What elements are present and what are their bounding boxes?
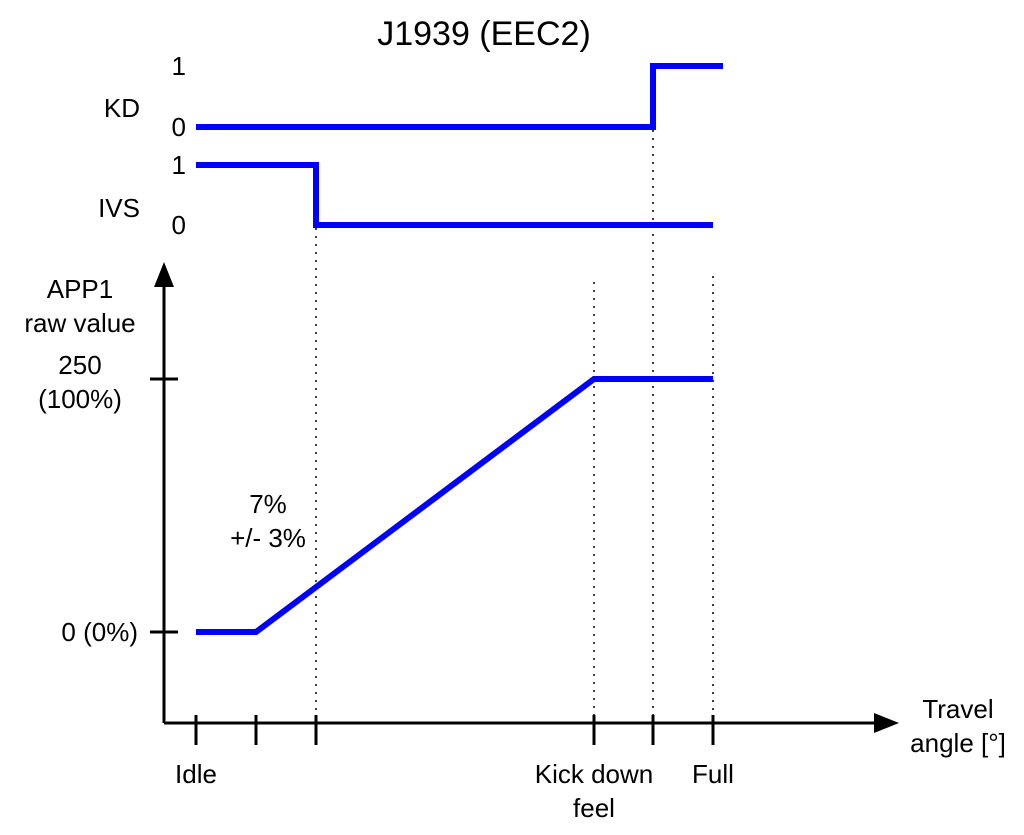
guide-lines [315,130,714,715]
annotation-label: 7% +/- 3% [230,489,306,553]
series-name-label-line: IVS [98,193,140,223]
y-axis-label-line: APP1 [47,274,114,304]
series-line-ivs [196,162,713,228]
series-name-label: IVS [98,193,140,223]
x-axis-label-line: angle [°] [910,728,1006,758]
annotation-label-line: 7% [249,489,287,519]
level-label: 0 [172,210,186,240]
x-axis-label: Travel angle [°] [910,694,1006,758]
y-tick-label-line: (100%) [38,384,122,414]
x-tick-label: Full [692,759,734,789]
x-tick-label-line: feel [573,793,615,823]
level-label-line: 1 [172,51,186,81]
y-tick-label-line: 250 [58,350,101,380]
level-label-line: 0 [172,210,186,240]
series-name-label-line: KD [104,93,140,123]
level-label-line: 0 [172,112,186,142]
y-axis-label: APP1 raw value [24,274,135,338]
y-tick-label-line: 0 (0%) [61,617,138,647]
x-tick-label-line: Idle [175,759,217,789]
series-name-label: KD [104,93,140,123]
annotation-label-line: +/- 3% [230,523,306,553]
x-tick-label-line: Kick down [535,759,654,789]
x-axis-label-line: Travel [922,694,993,724]
axes [150,262,899,745]
level-label: 1 [172,51,186,81]
level-label-line: 1 [172,150,186,180]
y-axis-arrow [154,262,174,287]
chart-labels: Idle Kick down feel Full 0 (0%) 250 (100%) APP1… [24,51,1005,823]
series-line-app1 [196,376,713,635]
level-label: 0 [172,112,186,142]
y-tick-label: 0 (0%) [61,617,138,647]
y-axis-label-line: raw value [24,308,135,338]
chart-title: J1939 (EEC2) [377,15,591,53]
level-label: 1 [172,150,186,180]
x-axis-arrow [874,713,899,733]
series-line-kd [196,63,723,130]
x-tick-label-line: Full [692,759,734,789]
series-lines [196,63,723,635]
x-tick-label: Idle [175,759,217,789]
y-tick-label: 250 (100%) [38,350,122,414]
x-tick-label: Kick down feel [535,759,654,823]
